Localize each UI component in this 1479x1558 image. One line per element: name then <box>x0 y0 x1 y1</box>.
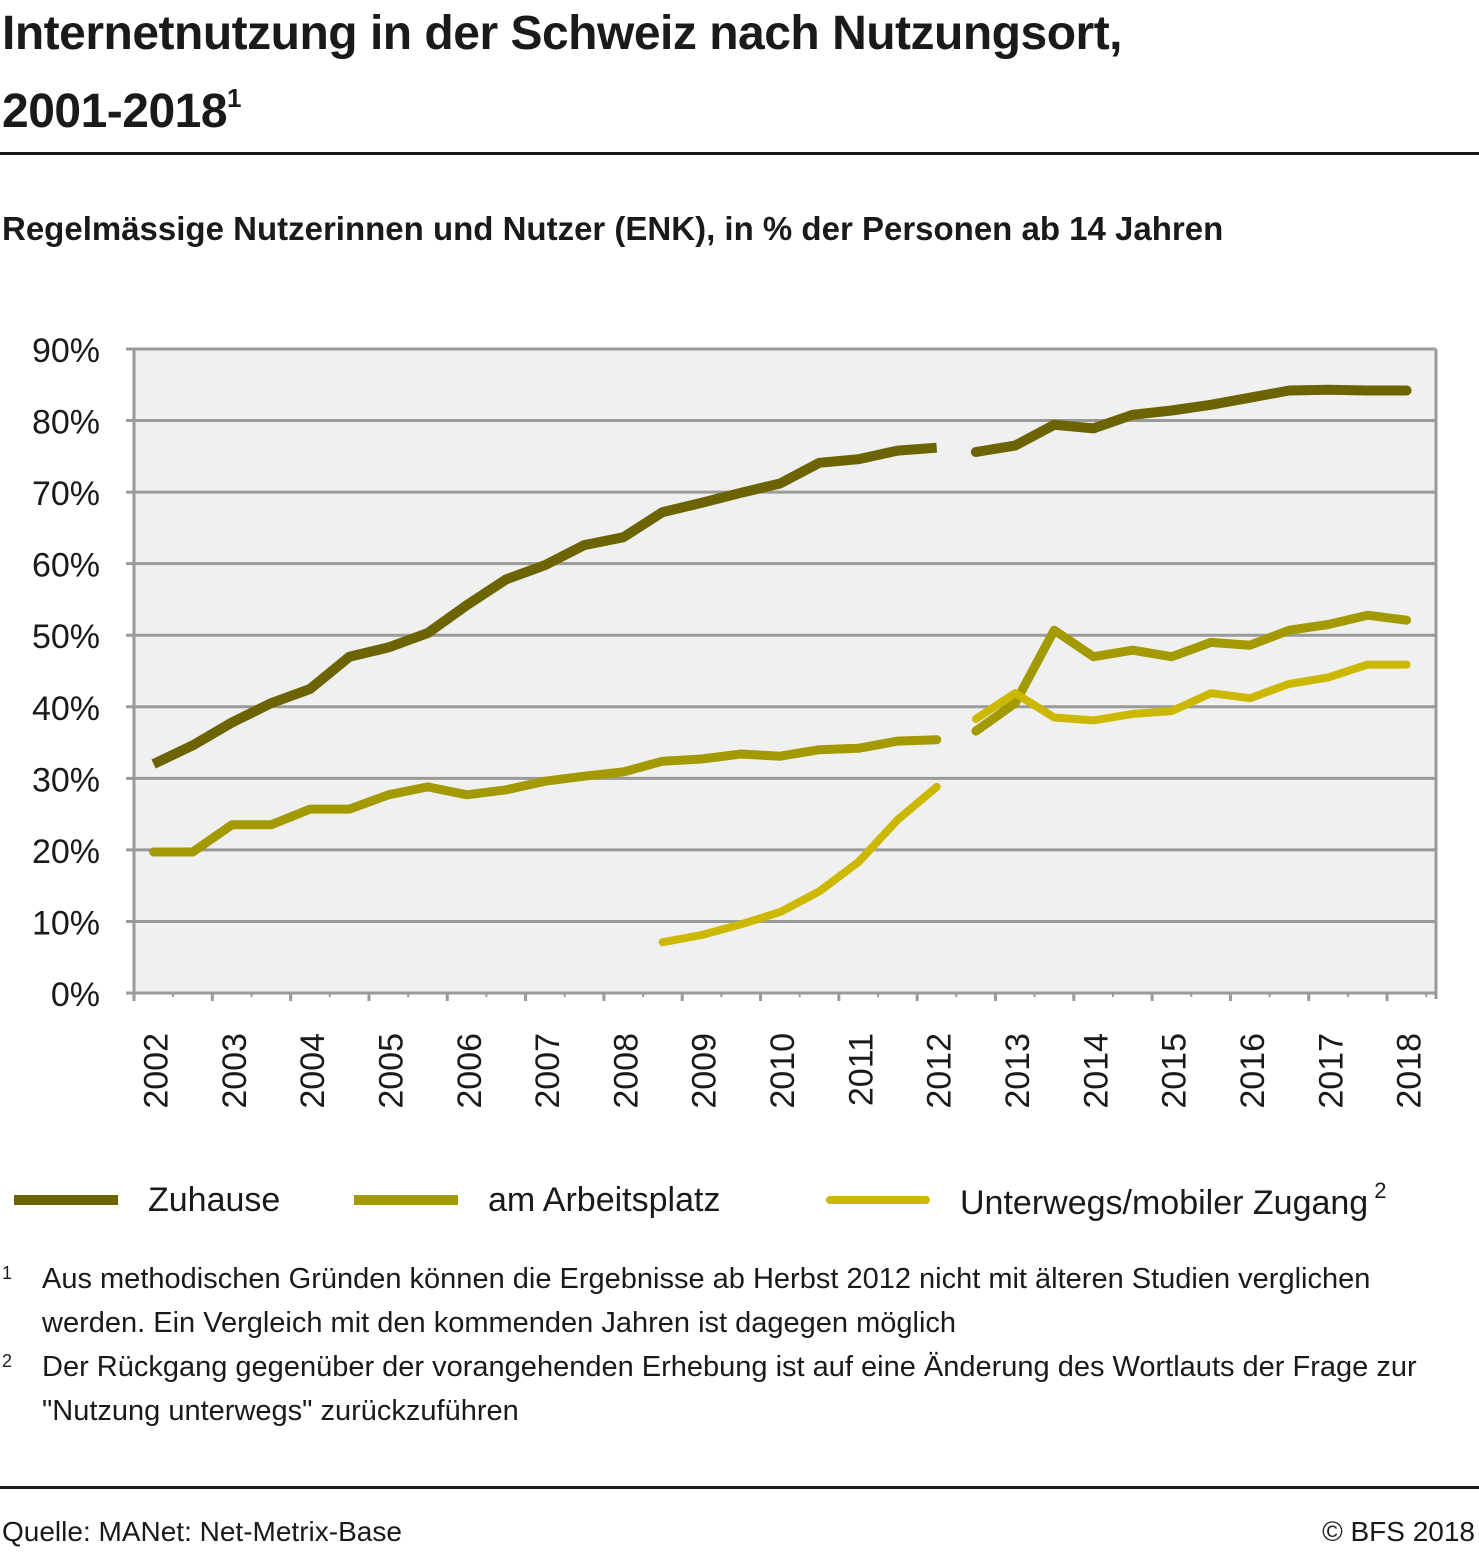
x-tick-label: 2017 <box>1312 1033 1350 1109</box>
title-footnote-mark: 1 <box>227 83 242 113</box>
y-tick-label: 0% <box>51 976 100 1014</box>
y-tick-label: 40% <box>32 690 100 728</box>
legend-item-arbeitsplatz: am Arbeitsplatz <box>354 1178 720 1222</box>
legend-item-unterwegs: Unterwegs/mobiler Zugang 2 <box>826 1178 1386 1222</box>
legend-swatch-unterwegs <box>826 1196 930 1204</box>
footnote-2-mark: 2 <box>2 1351 13 1371</box>
y-tick-label: 50% <box>32 618 100 656</box>
series-line-am-arbeitsplatz-before-break <box>149 735 942 857</box>
title-line-2: 2001-2018 <box>2 85 228 138</box>
series-line-zuhause-before-break <box>151 442 938 769</box>
series-line-zuhause-after-break <box>970 384 1412 457</box>
footnote-2: 2 Der Rückgang gegenüber der vorangehend… <box>0 1345 1460 1433</box>
source-note: Quelle: MANet: Net-Metrix-Base <box>2 1516 402 1547</box>
footnote-1: 1 Aus methodischen Gründen können die Er… <box>0 1257 1460 1345</box>
line-chart: 0%10%20%30%40%50%60%70%80%90% 2002 2003 20… <box>32 332 1438 1109</box>
x-tick-label: 2013 <box>999 1033 1037 1109</box>
series-lines <box>149 384 1412 947</box>
y-tick-label: 70% <box>32 475 100 513</box>
chart-subtitle: Regelmässige Nutzerinnen und Nutzer (ENK… <box>2 210 1224 247</box>
x-tick-label: 2012 <box>921 1033 959 1109</box>
legend-swatch-arbeitsplatz <box>354 1195 458 1205</box>
legend-item-zuhause: Zuhause <box>14 1178 280 1222</box>
x-tick-label: 2014 <box>1077 1033 1115 1109</box>
x-tick-label: 2007 <box>529 1033 567 1109</box>
x-tick-label: 2011 <box>842 1033 880 1106</box>
y-tick-label: 30% <box>32 761 100 799</box>
y-tick-label: 10% <box>32 904 100 942</box>
legend-label-arbeitsplatz: am Arbeitsplatz <box>488 1180 721 1219</box>
footnote-1-mark: 1 <box>2 1263 13 1283</box>
legend-label-zuhause: Zuhause <box>148 1180 281 1219</box>
series-line-unterwegs-mobiler-zugang-after-break <box>971 660 1411 725</box>
footer-divider <box>0 1486 1479 1489</box>
x-tick-label: 2009 <box>686 1033 724 1109</box>
y-axis-ticks: 0% 10% 20% 30% 40% 50% 60% 70% 80% 90% <box>32 332 100 1014</box>
x-tick-label: 2004 <box>294 1033 332 1109</box>
series-line-unterwegs-mobiler-zugang-before-break <box>658 782 941 947</box>
x-tick-label: 2002 <box>138 1033 176 1109</box>
x-tick-label: 2010 <box>764 1033 802 1109</box>
footnotes: 1 Aus methodischen Gründen können die Er… <box>0 1257 1460 1433</box>
legend-label-unterwegs: Unterwegs/mobiler Zugang 2 <box>960 1178 1386 1223</box>
plot-background <box>134 349 1436 993</box>
y-tick-label: 90% <box>32 332 100 370</box>
legend-label-unterwegs-text: Unterwegs/mobiler Zugang <box>960 1183 1369 1222</box>
y-tick-label: 20% <box>32 833 100 871</box>
x-tick-label: 2016 <box>1234 1033 1272 1109</box>
footnote-1-text: Aus methodischen Gründen können die Erge… <box>42 1263 1371 1339</box>
legend-footnote-mark: 2 <box>1374 1177 1387 1203</box>
x-tick-label: 2005 <box>372 1033 410 1109</box>
title-divider <box>0 152 1479 155</box>
footnote-2-text: Der Rückgang gegenüber der vorangehenden… <box>42 1351 1417 1427</box>
series-line-am-arbeitsplatz-after-break <box>971 610 1412 736</box>
y-tick-label: 60% <box>32 547 100 585</box>
title-line-1: Internetnutzung in der Schweiz nach Nutz… <box>2 7 1123 60</box>
x-tick-label: 2006 <box>451 1033 489 1109</box>
x-tick-label: 2003 <box>216 1033 254 1109</box>
legend-swatch-zuhause <box>14 1195 118 1205</box>
y-tick-label: 80% <box>32 404 100 442</box>
chart-title: Internetnutzung in der Schweiz nach Nutz… <box>2 2 1462 144</box>
legend: Zuhause am Arbeitsplatz Unterwegs/mobile… <box>0 1178 1479 1228</box>
x-tick-label: 2015 <box>1156 1033 1194 1109</box>
x-tick-label: 2018 <box>1391 1033 1429 1109</box>
copyright-note: © BFS 2018 <box>1322 1516 1475 1547</box>
x-axis-ticks: 2002 2003 2004 2005 2006 2007 2008 2009 2010 2011… <box>126 991 1436 1109</box>
x-tick-label: 2008 <box>607 1033 645 1109</box>
gridlines <box>126 347 1438 1001</box>
